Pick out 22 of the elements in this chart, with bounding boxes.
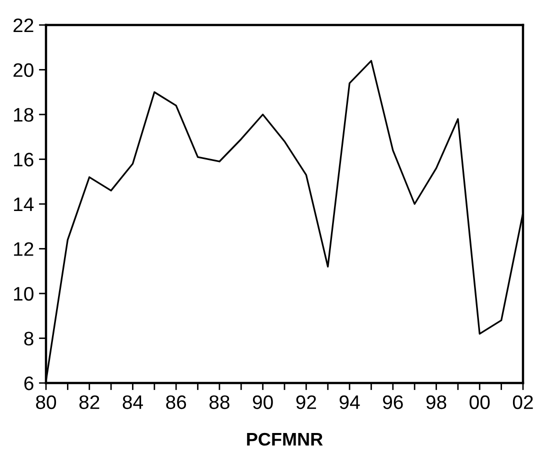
x-tick-label: 02 <box>512 395 533 410</box>
x-tick-label: 92 <box>296 395 316 410</box>
x-tick-label: 94 <box>340 395 360 410</box>
y-tick-label: 20 <box>14 63 34 77</box>
y-tick-label: 6 <box>24 376 34 390</box>
y-tick-label: 16 <box>14 152 34 166</box>
x-tick-label: 86 <box>166 395 186 410</box>
x-tick-label: 90 <box>252 395 273 410</box>
y-tick-label: 8 <box>24 332 34 346</box>
x-tick-label: 00 <box>470 395 490 410</box>
y-tick-label: 10 <box>14 286 34 301</box>
y-tick-label: 22 <box>14 18 34 32</box>
y-tick-label: 18 <box>14 108 34 122</box>
x-tick-label: 84 <box>122 395 143 410</box>
x-tick-label: 98 <box>426 395 446 410</box>
y-tick-label: 12 <box>14 242 34 256</box>
y-tick-label: 14 <box>14 198 34 212</box>
x-tick-label: 80 <box>36 395 56 410</box>
x-tick-label: 88 <box>209 395 230 410</box>
x-tick-label: 96 <box>383 395 403 410</box>
x-tick-label: 82 <box>79 395 100 410</box>
x-axis-title: PCFMNR <box>247 432 323 446</box>
